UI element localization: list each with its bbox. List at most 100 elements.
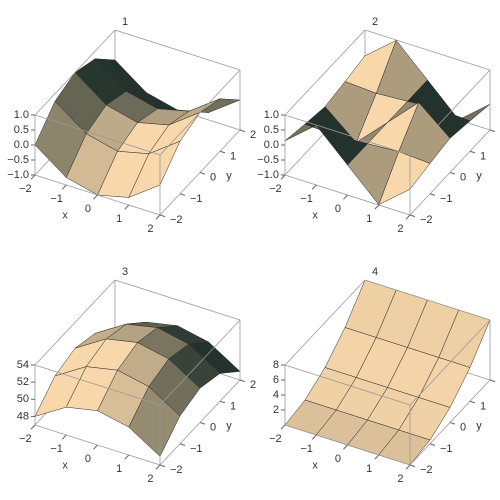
x-tick-label: 2 xyxy=(147,473,153,485)
z-tick-label: 1.0 xyxy=(14,109,29,121)
y-tick xyxy=(239,129,246,133)
y-tick xyxy=(449,422,456,425)
x-axis-label: x xyxy=(312,460,318,472)
y-axis-label: y xyxy=(226,170,232,182)
x-tick-label: 0 xyxy=(335,453,341,465)
x-tick xyxy=(93,194,98,200)
x-tick-label: 1 xyxy=(116,463,122,475)
y-tick xyxy=(409,464,416,468)
x-tick xyxy=(311,184,317,190)
y-tick-label: 1 xyxy=(480,150,486,162)
y-tick-label: 1 xyxy=(480,400,486,412)
y-tick xyxy=(199,172,206,175)
y-tick-label: 1 xyxy=(230,150,236,162)
z-tick-label: 8 xyxy=(273,359,279,371)
x-tick-label: 1 xyxy=(116,213,122,225)
z-tick-label: 4 xyxy=(273,389,279,401)
x-tick xyxy=(374,204,380,210)
box-edge xyxy=(34,279,116,366)
x-tick xyxy=(124,204,130,210)
x-tick-label: 0 xyxy=(335,203,341,215)
y-tick xyxy=(469,400,476,404)
x-tick xyxy=(61,184,67,190)
box-edge xyxy=(34,114,161,156)
x-axis-label: x xyxy=(62,210,68,222)
box-edge xyxy=(284,364,411,406)
y-tick xyxy=(469,150,476,154)
y-tick-label: 1 xyxy=(230,400,236,412)
chart-title: 2 xyxy=(372,16,378,28)
box-edge xyxy=(409,319,491,406)
x-tick-label: 2 xyxy=(397,473,403,485)
box-edge xyxy=(284,29,366,116)
z-tick-label: 2 xyxy=(273,404,279,416)
box-edge xyxy=(114,29,241,71)
y-tick xyxy=(409,214,416,218)
box-edge xyxy=(364,279,491,321)
y-axis-label: y xyxy=(226,420,232,432)
x-tick xyxy=(155,214,161,220)
z-tick-label: 48 xyxy=(17,410,29,422)
x-tick-label: 2 xyxy=(397,223,403,235)
y-tick-label: 2 xyxy=(250,379,256,391)
x-tick-label: 0 xyxy=(85,453,91,465)
y-tick-label: −1 xyxy=(440,443,453,455)
z-tick-label: 1.0 xyxy=(264,109,279,121)
x-tick-label: −2 xyxy=(19,183,32,195)
y-tick xyxy=(489,129,496,133)
y-tick xyxy=(159,214,166,218)
y-tick xyxy=(199,422,206,425)
x-tick xyxy=(343,444,348,450)
x-tick xyxy=(311,434,317,440)
x-tick xyxy=(30,424,36,430)
x-tick xyxy=(280,174,286,180)
box-edge xyxy=(284,114,411,156)
y-tick xyxy=(489,379,496,383)
chart-title: 4 xyxy=(372,266,378,278)
z-tick-label: 0.5 xyxy=(264,124,279,136)
y-tick xyxy=(429,443,436,446)
z-tick-label: 50 xyxy=(17,393,29,405)
x-tick xyxy=(30,174,36,180)
y-tick-label: 0 xyxy=(460,422,466,434)
x-tick-label: 1 xyxy=(366,463,372,475)
x-tick-label: −1 xyxy=(300,443,313,455)
y-tick xyxy=(239,379,246,383)
z-tick-label: 54 xyxy=(17,359,29,371)
x-axis-label: x xyxy=(62,460,68,472)
x-tick xyxy=(343,194,348,200)
x-tick xyxy=(61,434,67,440)
x-tick-label: −1 xyxy=(300,193,313,205)
surface-facet xyxy=(128,386,181,457)
x-tick-label: −2 xyxy=(269,433,282,445)
y-tick xyxy=(449,172,456,175)
y-tick-label: 2 xyxy=(250,129,256,141)
x-tick xyxy=(124,454,130,460)
box-edge xyxy=(114,279,241,321)
chart-title: 3 xyxy=(122,266,128,278)
surface-facet xyxy=(128,141,181,198)
y-axis-label: y xyxy=(476,420,482,432)
z-tick-label: −1.0 xyxy=(257,169,279,181)
x-tick xyxy=(280,424,286,430)
y-tick-label: −2 xyxy=(170,214,183,226)
x-tick-label: −2 xyxy=(19,433,32,445)
x-tick-label: 1 xyxy=(366,213,372,225)
x-tick xyxy=(405,464,411,470)
box-edge xyxy=(284,279,366,366)
x-tick xyxy=(374,454,380,460)
y-tick-label: −2 xyxy=(420,464,433,476)
box-edge xyxy=(159,319,241,406)
y-tick-label: 0 xyxy=(460,172,466,184)
y-tick-label: 0 xyxy=(210,422,216,434)
y-axis-label: y xyxy=(476,170,482,182)
x-tick-label: −1 xyxy=(50,443,63,455)
y-tick xyxy=(159,464,166,468)
x-tick xyxy=(405,214,411,220)
box-edge xyxy=(364,29,491,71)
y-tick-label: −2 xyxy=(420,214,433,226)
box-edge xyxy=(34,29,116,116)
z-tick-label: 0.5 xyxy=(14,124,29,136)
